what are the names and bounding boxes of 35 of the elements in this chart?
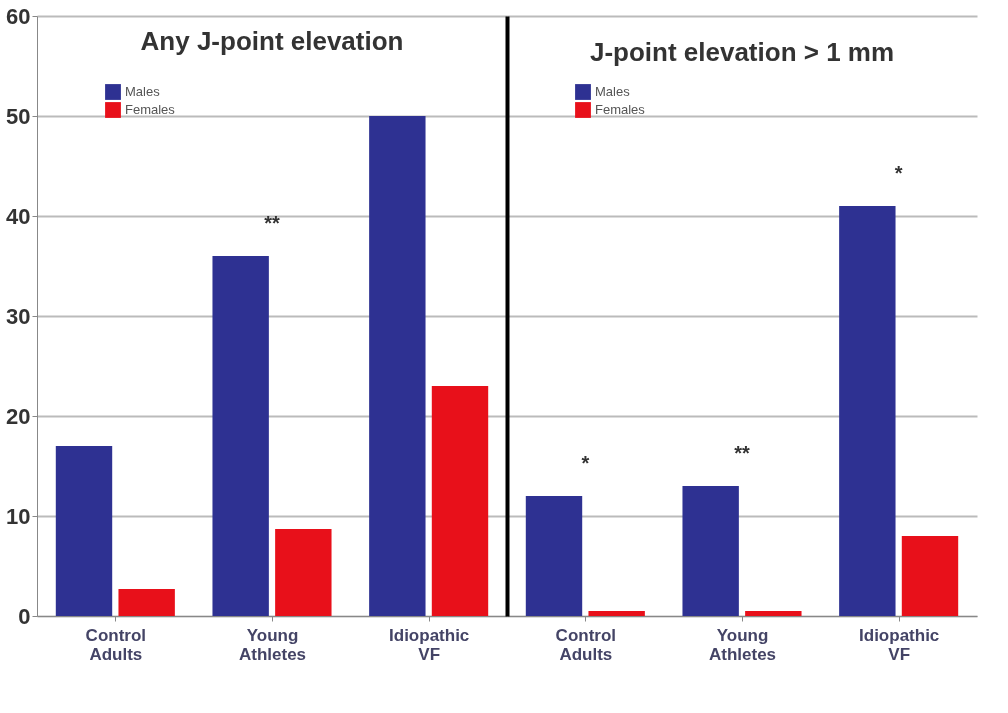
y-tick-label: 50 — [6, 103, 31, 129]
bar — [431, 386, 489, 616]
bar — [839, 206, 896, 616]
x-tick-label: Idiopathic VF — [389, 625, 470, 664]
chart-title: Any J-point elevation — [140, 26, 404, 56]
x-tick-label: Young Athletes — [708, 625, 777, 664]
x-tick-label: Young Athletes — [238, 625, 307, 664]
legend-label: Females — [595, 102, 646, 117]
annotation: * — [581, 452, 590, 474]
y-tick-label: 60 — [6, 3, 31, 29]
x-tick-label: Control Adults — [555, 625, 617, 664]
x-tick-label: Control Adults — [85, 625, 147, 664]
bar — [212, 256, 269, 616]
y-tick-label: 0 — [18, 603, 31, 629]
annotation: ** — [734, 442, 750, 464]
legend-label: Males — [125, 84, 161, 99]
bar — [118, 589, 175, 616]
bar — [369, 116, 426, 616]
bar — [901, 536, 959, 616]
legend-label: Males — [595, 84, 631, 99]
y-tick-label: 10 — [6, 503, 31, 529]
y-tick-label: 30 — [6, 303, 31, 329]
bar — [682, 486, 739, 616]
text: J-point elevation > 1 mm — [589, 37, 895, 67]
bar — [275, 529, 332, 616]
bar — [55, 446, 113, 616]
legend-label: Females — [125, 102, 176, 117]
bar — [525, 496, 583, 616]
bar — [745, 611, 802, 616]
y-tick-label: 20 — [6, 403, 31, 429]
annotation: * — [894, 162, 903, 184]
bar — [588, 611, 645, 616]
y-tick-label: 40 — [6, 203, 31, 229]
x-tick-label: Idiopathic VF — [859, 625, 940, 664]
annotation: ** — [264, 212, 280, 234]
